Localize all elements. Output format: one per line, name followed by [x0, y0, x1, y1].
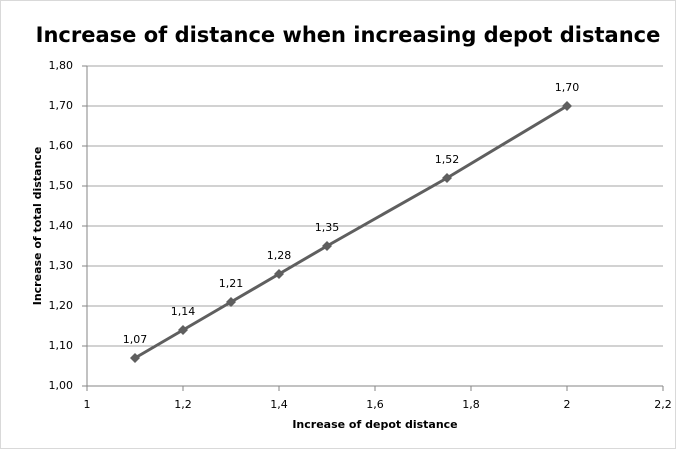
- y-tick-label: 1,50: [49, 179, 74, 192]
- x-tick-label: 1,6: [366, 398, 384, 411]
- data-label: 1,07: [123, 333, 148, 346]
- y-tick-label: 1,40: [49, 219, 74, 232]
- y-tick-label: 1,70: [49, 99, 74, 112]
- y-tick-label: 1,00: [49, 379, 74, 392]
- data-label: 1,28: [267, 249, 292, 262]
- data-label: 1,35: [315, 221, 340, 234]
- y-tick-label: 1,30: [49, 259, 74, 272]
- marker: [442, 173, 452, 183]
- y-tick-label: 1,20: [49, 299, 74, 312]
- x-tick-label: 2: [564, 398, 571, 411]
- x-tick-label: 1,8: [462, 398, 480, 411]
- marker: [322, 241, 332, 251]
- marker: [178, 325, 188, 335]
- marker: [562, 101, 572, 111]
- marker: [274, 269, 284, 279]
- y-tick-label: 1,80: [49, 59, 74, 72]
- marker: [226, 297, 236, 307]
- data-label: 1,52: [435, 153, 460, 166]
- data-label: 1,21: [219, 277, 244, 290]
- y-tick-label: 1,10: [49, 339, 74, 352]
- y-tick-label: 1,60: [49, 139, 74, 152]
- x-tick-label: 1,4: [270, 398, 288, 411]
- data-label: 1,70: [555, 81, 580, 94]
- marker: [130, 353, 140, 363]
- data-label: 1,14: [171, 305, 196, 318]
- x-axis-title: Increase of depot distance: [292, 418, 457, 431]
- y-axis-title: Increase of total distance: [31, 147, 44, 306]
- chart-title: Increase of distance when increasing dep…: [36, 23, 661, 47]
- x-tick-label: 2,2: [654, 398, 672, 411]
- x-tick-label: 1,2: [174, 398, 192, 411]
- x-tick-label: 1: [84, 398, 91, 411]
